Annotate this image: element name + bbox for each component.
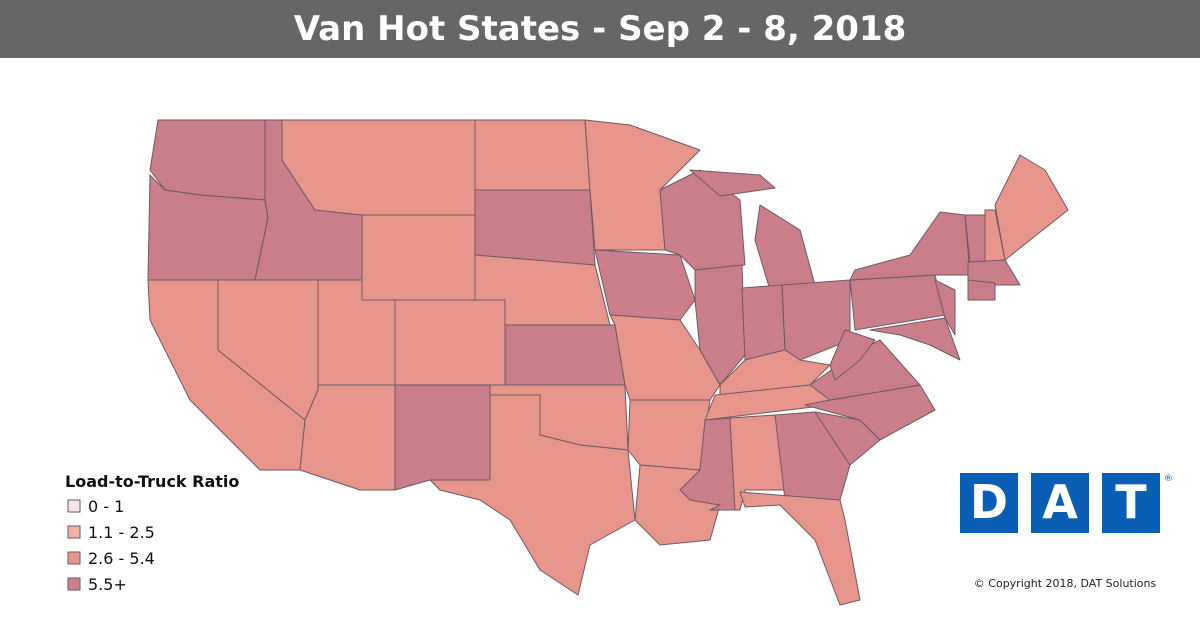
state [754,204,816,291]
state [689,169,776,197]
state [299,384,396,491]
legend-swatch [67,577,81,591]
state [934,279,956,336]
legend-swatch [67,499,81,513]
state [474,119,591,191]
logo-box [960,473,1018,533]
legend-label: 2.6 - 5.4 [88,549,155,568]
state [849,211,971,281]
legend-label: 0 - 1 [88,497,124,516]
state [429,394,636,596]
legend-label: 5.5+ [88,575,127,594]
logo-box [1031,473,1089,533]
state [594,249,696,321]
state [967,279,996,301]
state [504,324,626,386]
state [474,189,596,266]
legend: 0 - 1 1.1 - 2.5 2.6 - 5.4 5.5+ [67,497,155,594]
state [829,329,876,381]
logo: D A T ® [960,473,1173,533]
state [774,411,851,501]
logo-mark: ® [1164,474,1173,484]
states [147,119,1069,606]
state [361,214,476,301]
state [394,299,506,386]
legend-title: Load-to-Truck Ratio [65,472,239,491]
state [994,154,1069,261]
state [781,279,851,361]
logo-letter: A [1042,475,1078,529]
title-bar: Van Hot States - Sep 2 - 8, 2018 [0,0,1200,58]
state [394,384,491,491]
state [967,259,1021,286]
state [149,119,266,201]
logo-box [1102,473,1160,533]
copyright: © Copyright 2018, DAT Solutions [974,577,1157,590]
legend-label: 1.1 - 2.5 [88,523,155,542]
state [739,491,861,606]
legend-swatch [67,525,81,539]
state [281,119,476,216]
logo-letter: T [1115,475,1147,529]
legend-swatch [67,551,81,565]
state [741,284,786,361]
logo-letter: D [970,475,1008,529]
state [869,317,961,361]
state [627,399,711,471]
